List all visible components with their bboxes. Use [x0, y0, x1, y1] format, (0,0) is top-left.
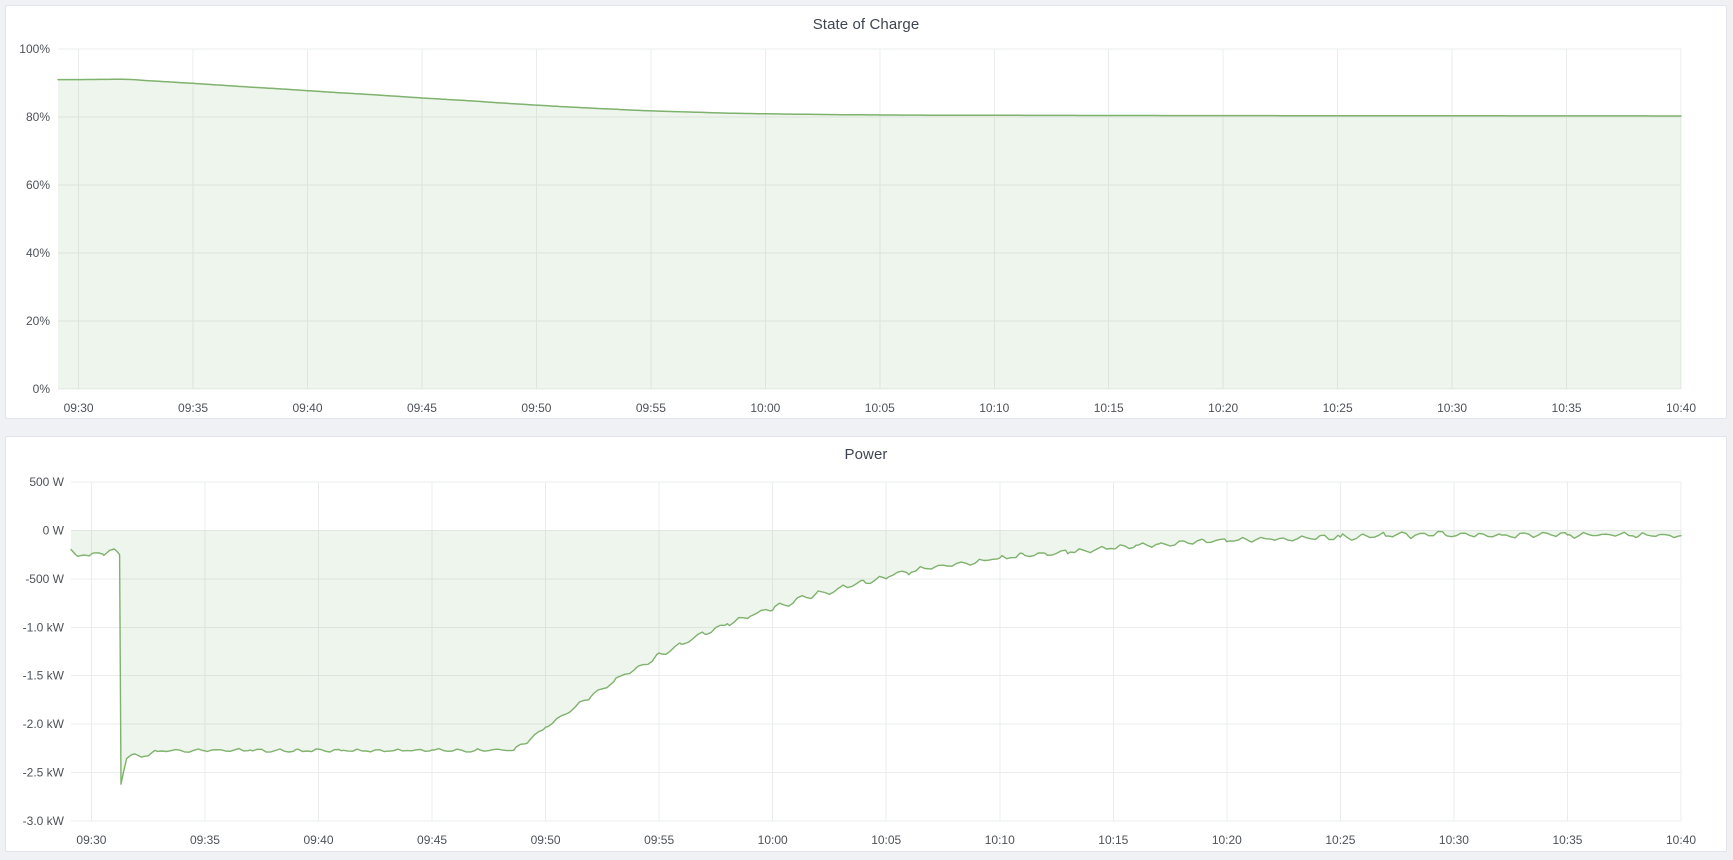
- y-tick-label: -1.0 kW: [23, 620, 65, 634]
- x-tick-label: 09:40: [293, 401, 323, 415]
- y-tick-label: 100%: [19, 42, 50, 56]
- y-tick-label: 60%: [26, 178, 50, 192]
- soc-series-line: [57, 78, 1682, 117]
- y-tick-label: 0%: [33, 382, 51, 396]
- y-tick-label: 20%: [26, 314, 50, 328]
- x-tick-label: 10:25: [1325, 833, 1355, 847]
- y-tick-label: -1.5 kW: [23, 669, 65, 683]
- x-tick-label: 10:05: [865, 401, 895, 415]
- x-tick-label: 10:35: [1552, 401, 1582, 415]
- x-tick-label: 10:05: [871, 833, 901, 847]
- x-tick-label: 09:50: [531, 833, 561, 847]
- x-tick-label: 10:30: [1439, 833, 1469, 847]
- x-tick-label: 10:40: [1666, 833, 1696, 847]
- soc-series-fill: [58, 79, 1681, 390]
- panel-title-power[interactable]: Power: [844, 446, 888, 463]
- x-tick-label: 09:45: [407, 401, 437, 415]
- x-tick-label: 10:15: [1098, 833, 1128, 847]
- panel-title-state-of-charge[interactable]: State of Charge: [812, 16, 920, 33]
- x-tick-label: 09:35: [190, 833, 220, 847]
- x-tick-label: 09:30: [76, 833, 106, 847]
- x-tick-label: 10:20: [1212, 833, 1242, 847]
- y-tick-label: -2.5 kW: [23, 766, 65, 780]
- x-tick-label: 10:15: [1094, 401, 1124, 415]
- x-tick-label: 10:00: [758, 833, 788, 847]
- x-tick-label: 10:10: [985, 833, 1015, 847]
- y-tick-label: 40%: [26, 246, 50, 260]
- y-tick-label: -3.0 kW: [23, 814, 65, 828]
- x-tick-label: 09:40: [304, 833, 334, 847]
- power-series-line: [70, 530, 1682, 785]
- x-tick-label: 10:10: [979, 401, 1009, 415]
- x-tick-label: 10:40: [1666, 401, 1696, 415]
- y-tick-label: -500 W: [25, 572, 64, 586]
- y-tick-label: 500 W: [29, 475, 64, 489]
- x-tick-label: 09:45: [417, 833, 447, 847]
- y-tick-label: 0 W: [43, 523, 65, 537]
- x-tick-label: 09:50: [521, 401, 551, 415]
- x-tick-label: 10:00: [750, 401, 780, 415]
- x-tick-label: 09:30: [64, 401, 94, 415]
- power-series-fill: [71, 530, 1681, 785]
- state-of-charge-chart[interactable]: 100% 80% 60% 40% 20% 0% 09:30 09:35 09:40 09:45 09…: [6, 6, 1726, 418]
- panel-power: Power 500 W 0 W -500 W -1.0 kW -1.5 kW -2.0 k…: [5, 436, 1727, 852]
- panel-state-of-charge: State of Charge 100% 80% 60% 40% 20% 0% 09:30 0…: [5, 5, 1727, 419]
- x-tick-label: 09:55: [636, 401, 666, 415]
- x-tick-label: 10:20: [1208, 401, 1238, 415]
- x-tick-label: 10:25: [1323, 401, 1353, 415]
- y-tick-label: 80%: [26, 110, 50, 124]
- x-tick-label: 10:35: [1552, 833, 1582, 847]
- power-chart[interactable]: 500 W 0 W -500 W -1.0 kW -1.5 kW -2.0 kW -2.5 …: [6, 437, 1726, 851]
- x-tick-label: 09:35: [178, 401, 208, 415]
- x-tick-label: 09:55: [644, 833, 674, 847]
- x-tick-label: 10:30: [1437, 401, 1467, 415]
- y-tick-label: -2.0 kW: [23, 717, 65, 731]
